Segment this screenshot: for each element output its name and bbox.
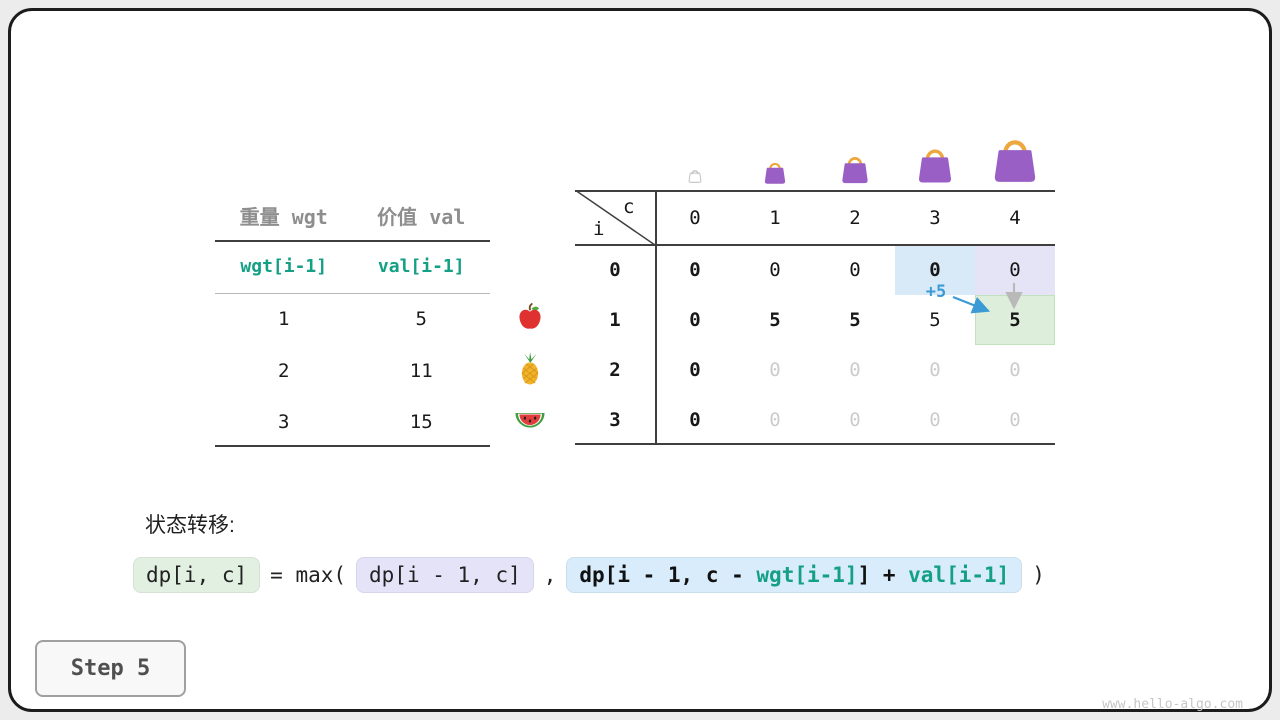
dp-cell: 0 [769,259,781,281]
val-code-label: val[i-1] [377,256,465,277]
dp-row-header: 1 [609,309,621,331]
divider [215,240,490,242]
dp-cell: 5 [769,309,781,331]
dp-cell-source-skip: 0 [975,245,1055,295]
transition-label: 状态转移: [145,514,235,537]
dp-row-header: 3 [609,409,621,431]
item-row: 2 11 [215,345,490,396]
bag-icon [991,131,1039,186]
item-row: 1 5 [215,293,490,345]
divider [215,445,490,447]
formula-take-part2: ] + [857,563,909,587]
dp-cell-current: 5 [975,295,1055,345]
divider [655,190,657,445]
bag-icon [763,158,787,186]
dp-cell: 0 [689,259,701,281]
watermark: www.hello-algo.com [1102,697,1243,712]
item-val: 15 [409,410,433,433]
formula-dp-current: dp[i, c] [133,557,261,593]
formula-comma: , [543,563,557,587]
value-column-header: 价值 val [377,204,466,229]
item-row: 3 15 [215,396,490,447]
dp-cell: 0 [1009,359,1021,381]
pineapple-icon [515,352,545,386]
dp-col-header: 2 [849,206,861,229]
divider [215,293,490,294]
dp-cell: 5 [929,309,941,331]
divider [575,443,1055,445]
formula-take-wgt: wgt[i-1] [756,563,858,587]
formula-take-val: val[i-1] [908,563,1010,587]
dp-row-header: 0 [609,259,621,281]
step-badge: Step 5 [35,640,186,697]
item-table: 重量 wgt 价值 val wgt[i-1] val[i-1] 1 5 2 11… [215,190,490,447]
item-val: 5 [415,308,427,330]
item-wgt: 2 [278,359,290,382]
main-card [8,8,1272,712]
divider [575,244,1055,246]
capacity-axis-label: c [623,196,635,218]
dp-cell: 0 [929,409,941,431]
item-table-subheader-row: wgt[i-1] val[i-1] [215,240,490,293]
transition-formula: dp[i, c] = max( dp[i - 1, c] , dp[i - 1,… [133,557,1045,593]
dp-row: 0 0 0 0 0 0 [575,245,1055,295]
item-wgt: 1 [278,308,290,330]
dp-col-header: 0 [689,206,701,229]
dp-cell: 0 [1009,409,1021,431]
bag-icon [916,142,954,186]
dp-col-header: 1 [769,206,781,229]
dp-header-row: c i 0 1 2 3 4 [575,190,1055,245]
weight-column-header: 重量 wgt [239,204,328,229]
dp-cell: 0 [849,359,861,381]
bag-icon [840,151,870,186]
watermelon-icon [514,407,546,435]
dp-col-header: 4 [1009,206,1021,229]
formula-equals-max: = max( [270,563,347,587]
dp-cell: 0 [689,309,701,331]
divider [575,190,1055,192]
item-table-header-row: 重量 wgt 价值 val [215,190,490,240]
dp-cell: 5 [849,309,861,331]
dp-row: 3 0 0 0 0 0 [575,395,1055,445]
dp-row-header: 2 [609,359,621,381]
dp-table: c i 0 1 2 3 4 0 0 0 0 0 0 1 0 5 5 5 5 2 … [575,190,1055,445]
apple-icon [516,303,544,333]
item-val: 11 [409,359,433,382]
formula-dp-take: dp[i - 1, c - wgt[i-1]] + val[i-1] [566,557,1023,593]
dp-cell: 0 [689,409,701,431]
dp-cell: 0 [689,359,701,381]
dp-cell: 0 [929,359,941,381]
dp-col-header: 3 [929,206,941,229]
item-wgt: 3 [278,410,290,433]
formula-close-paren: ) [1032,563,1045,587]
bag-icon [688,167,702,184]
dp-corner-cell: c i [575,190,655,245]
dp-row: 2 0 0 0 0 0 [575,345,1055,395]
dp-row: 1 0 5 5 5 5 [575,295,1055,345]
dp-cell: 0 [769,359,781,381]
dp-cell: 0 [769,409,781,431]
formula-dp-skip: dp[i - 1, c] [356,557,534,593]
plus-five-annotation: +5 [925,282,947,302]
wgt-code-label: wgt[i-1] [240,256,328,277]
dp-cell-source-take: 0 [895,245,975,295]
item-axis-label: i [593,218,605,240]
dp-cell: 0 [849,409,861,431]
formula-take-part1: dp[i - 1, c - [579,563,757,587]
dp-cell: 0 [849,259,861,281]
